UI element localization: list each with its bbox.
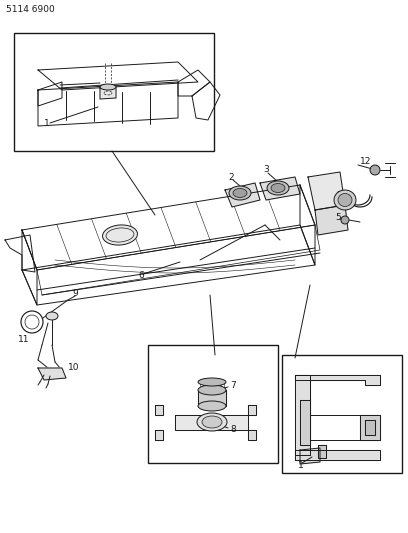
Ellipse shape [271, 183, 285, 192]
Ellipse shape [229, 186, 251, 200]
Text: 9: 9 [72, 288, 78, 297]
Polygon shape [295, 375, 380, 385]
Text: 2: 2 [228, 173, 234, 182]
Ellipse shape [202, 416, 222, 428]
Text: 4: 4 [335, 191, 341, 200]
Bar [148, 345, 278, 463]
Ellipse shape [197, 413, 227, 431]
Polygon shape [155, 430, 163, 440]
Ellipse shape [46, 312, 58, 320]
Polygon shape [360, 415, 380, 440]
Text: 1: 1 [44, 119, 50, 128]
Bar [282, 355, 402, 473]
Polygon shape [155, 405, 163, 415]
Ellipse shape [198, 385, 226, 395]
Ellipse shape [102, 225, 137, 245]
Polygon shape [300, 448, 320, 464]
Circle shape [341, 216, 349, 224]
Ellipse shape [233, 189, 247, 198]
Polygon shape [295, 375, 310, 455]
Text: 8: 8 [230, 425, 236, 434]
Polygon shape [225, 183, 260, 207]
Text: 12: 12 [360, 157, 371, 166]
Ellipse shape [198, 378, 226, 386]
Polygon shape [198, 390, 226, 406]
Polygon shape [365, 420, 375, 435]
Ellipse shape [267, 181, 289, 195]
Text: 5114 6900: 5114 6900 [6, 5, 55, 14]
Text: 1: 1 [298, 461, 304, 470]
Polygon shape [260, 177, 300, 200]
Ellipse shape [198, 401, 226, 411]
Polygon shape [175, 415, 248, 430]
Text: 5: 5 [335, 214, 341, 222]
Polygon shape [308, 172, 345, 210]
Circle shape [370, 165, 380, 175]
Polygon shape [38, 368, 66, 380]
Text: 11: 11 [18, 335, 29, 344]
Polygon shape [295, 450, 380, 460]
Polygon shape [248, 430, 256, 440]
Text: 10: 10 [68, 364, 80, 373]
Bar [14, 33, 214, 151]
Text: 7: 7 [230, 381, 236, 390]
Ellipse shape [100, 84, 116, 90]
Polygon shape [300, 400, 310, 445]
Polygon shape [100, 87, 116, 99]
Text: 6: 6 [138, 271, 144, 279]
Ellipse shape [338, 193, 352, 206]
Polygon shape [318, 445, 326, 458]
Ellipse shape [334, 190, 356, 210]
Text: 3: 3 [263, 166, 269, 174]
Polygon shape [315, 205, 348, 235]
Polygon shape [248, 405, 256, 415]
